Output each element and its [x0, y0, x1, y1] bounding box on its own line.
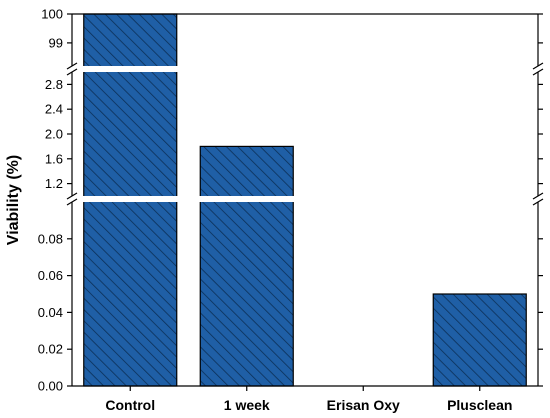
axes: [67, 13, 543, 391]
y-tick-label: 0.06: [38, 268, 63, 283]
x-tick-label: Control: [105, 397, 155, 413]
y-tick-label: 1.2: [45, 176, 63, 191]
y-tick-label: 100: [41, 7, 63, 22]
labels: Viability (%) Control 1 week Erisan Oxy Plu…: [5, 7, 512, 414]
y-tick-label: 0.04: [38, 305, 63, 320]
y-tick-label: 0.00: [38, 379, 63, 394]
x-tick-label: Plusclean: [447, 397, 512, 413]
y-tick-label: 0.08: [38, 231, 63, 246]
axis-break-gap: [70, 196, 540, 202]
y-tick-label: 2.0: [45, 127, 63, 142]
x-tick-label: Erisan Oxy: [327, 397, 400, 413]
y-tick-label: 1.6: [45, 151, 63, 166]
bar-plusclean: [432, 293, 527, 387]
x-tick-label: 1 week: [224, 397, 270, 413]
bar-1-week: [199, 145, 294, 387]
y-tick-label: 2.4: [45, 102, 63, 117]
y-tick-label: 0.02: [38, 342, 63, 357]
y-tick-label: 2.8: [45, 77, 63, 92]
y-tick-label: 99: [49, 35, 63, 50]
y-axis-title: Viability (%): [5, 155, 22, 245]
axis-break-gap: [70, 66, 540, 72]
